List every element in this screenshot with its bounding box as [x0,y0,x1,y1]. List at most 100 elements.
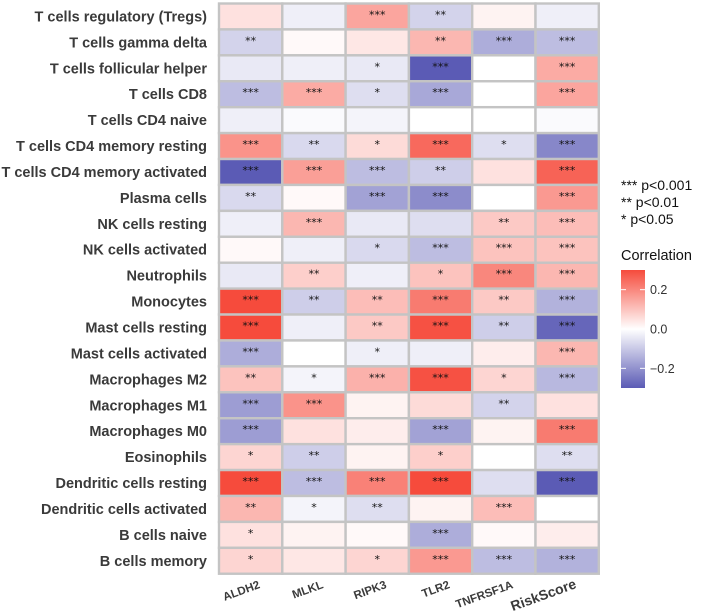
heatmap-cell [534,546,600,575]
significance-mark: *** [496,553,513,566]
significance-mark: *** [242,164,259,177]
significance-mark: *** [559,34,576,47]
significance-mark: *** [559,242,576,255]
significance-mark: ** [372,501,384,514]
heatmap-cell [281,442,347,472]
significance-mark: * [248,553,254,566]
heatmap-cell [471,131,537,161]
row-label: T cells CD4 memory activated [1,165,207,181]
heatmap-cell [344,28,411,57]
heatmap-cell [534,417,600,446]
heatmap-cell [217,546,284,575]
heatmap-cell [534,313,600,342]
significance-mark: *** [559,216,576,229]
significance-mark: *** [306,475,323,488]
significance-mark: ** [435,34,447,47]
heatmap-cell [217,417,284,446]
significance-mark: *** [306,216,323,229]
significance-mark: *** [496,242,513,255]
significance-mark: *** [432,242,449,255]
significance-mark: * [375,86,381,99]
significance-mark: *** [306,86,323,99]
significance-mark: *** [559,294,576,307]
heatmap-cell [217,80,284,109]
significance-mark: ** [308,268,320,281]
significance-mark: *** [242,423,259,436]
row-label: T cells CD4 memory resting [16,139,207,155]
significance-mark: *** [369,475,386,488]
row-label: Mast cells resting [85,321,207,337]
significance-marks: *** **** ** *** **** *** ****** *** * *** ****** **… [242,8,576,565]
heatmap-cell [281,468,347,498]
significance-mark: *** [242,475,259,488]
heatmap-cell [281,105,347,135]
heatmap-cell [534,339,600,368]
significance-mark: *** [559,138,576,151]
significance-mark: * [375,345,381,358]
heatmap-cell [471,313,537,342]
heatmap-cell [471,442,537,472]
heatmap-cell [344,131,411,161]
row-label: Dendritic cells activated [41,502,207,518]
significance-mark: *** [432,423,449,436]
significance-mark: ** [372,320,384,333]
heatmap-cell [471,80,537,109]
significance-mark: *** [242,345,259,358]
row-label: B cells naive [119,528,207,544]
row-label: Macrophages M2 [89,372,207,388]
heatmap-cell [281,339,347,368]
significance-mark: *** [306,397,323,410]
significance-mark: *** [432,527,449,540]
legend-tick-label: −0.2 [650,362,675,376]
sig-legend-p001: *** p<0.001 [621,177,692,193]
heatmap-cell [534,235,600,264]
significance-mark: * [311,501,317,514]
heatmap-cell [281,183,347,213]
significance-mark: ** [308,138,320,151]
row-label: NK cells resting [97,217,207,233]
heatmap-cell [471,339,537,368]
significance-mark: *** [559,320,576,333]
significance-mark: *** [496,501,513,514]
heatmap-cell [217,105,284,135]
heatmap-cell [344,157,411,187]
significance-mark: ** [435,164,447,177]
significance-mark: *** [559,423,576,436]
heatmap-cell [217,261,284,290]
significance-mark: *** [432,190,449,203]
significance-mark: * [375,242,381,255]
heatmap-cell [471,209,537,238]
significance-mark: *** [242,397,259,410]
significance-mark: *** [432,320,449,333]
significance-mark: * [438,268,444,281]
significance-mark: *** [496,268,513,281]
heatmap-cell [217,209,284,238]
column-label: ALDH2 [222,579,262,603]
significance-mark: *** [496,34,513,47]
column-label: RIPK3 [352,579,388,602]
heatmap-cell [281,546,347,575]
heatmap-cell [534,520,600,550]
significance-mark: *** [369,8,386,21]
row-label: Eosinophils [125,450,207,466]
significance-mark: *** [559,60,576,73]
significance-mark: *** [432,86,449,99]
heatmap-cells [217,2,600,575]
heatmap-cell [344,105,411,135]
color-legend: Correlation 0.2 0.0 −0.2 [621,248,692,388]
significance-mark: *** [242,138,259,151]
row-label: Dendritic cells resting [56,476,208,492]
significance-mark: *** [432,138,449,151]
significance-legend: *** p<0.001 ** p<0.01 * p<0.05 [621,177,692,227]
significance-mark: *** [369,190,386,203]
significance-mark: *** [559,86,576,99]
heatmap-cell [407,494,474,524]
significance-mark: *** [432,60,449,73]
heatmap-cell [344,442,411,472]
heatmap-cell [344,417,411,446]
significance-mark: ** [308,294,320,307]
significance-mark: * [248,449,254,462]
row-label: Monocytes [131,295,207,311]
heatmap-cell [217,235,284,264]
